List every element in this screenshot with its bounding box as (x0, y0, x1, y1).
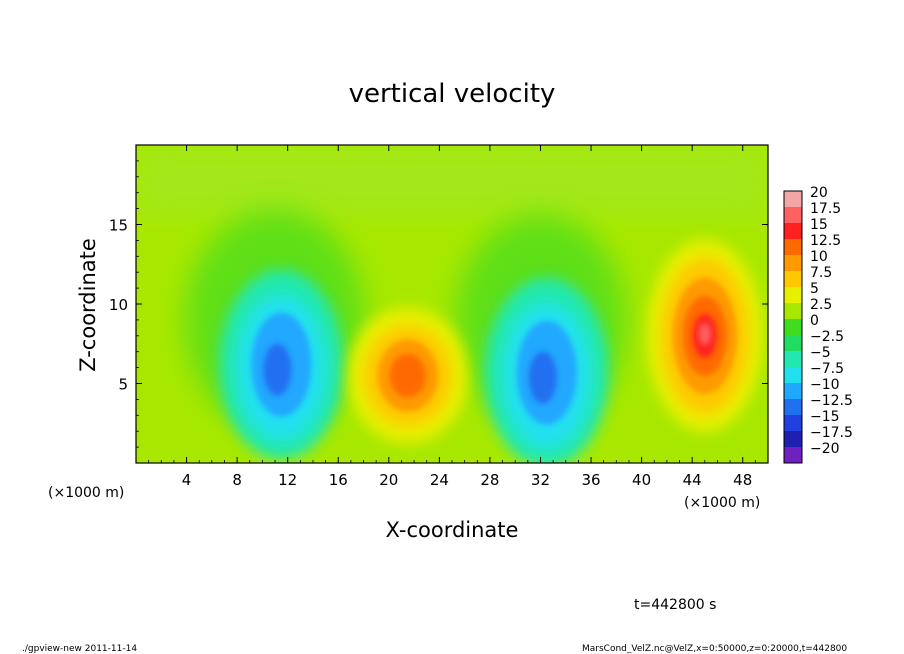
x-tick-label: 44 (683, 471, 702, 489)
contour-level (389, 353, 426, 398)
colorbar-label: −20 (810, 441, 840, 457)
colorbar-label: 17.5 (810, 201, 841, 217)
x-tick-label: 40 (632, 471, 651, 489)
feature-downdraft (219, 269, 344, 460)
colorbar-label: 12.5 (810, 233, 841, 249)
x-tick-label: 48 (733, 471, 752, 489)
y-axis: 5 10 15 (109, 160, 768, 448)
colorbar-cell (784, 303, 802, 320)
colorbar-cell (784, 271, 802, 288)
colorbar-label: 0 (810, 313, 819, 329)
y-tick-label: 10 (109, 296, 128, 314)
colorbar-label: 10 (810, 249, 828, 265)
x-tick-label: 8 (232, 471, 242, 489)
colorbar-label: 15 (810, 217, 828, 233)
colorbar-cell (784, 239, 802, 256)
colorbar-label: 7.5 (810, 265, 832, 281)
colorbar-cell (784, 335, 802, 352)
colorbar-cell (784, 255, 802, 272)
y-tick-label: 5 (118, 376, 128, 394)
y-tick-label: 15 (109, 217, 128, 235)
colorbar-frame (783, 190, 803, 464)
colorbar-label: −5 (810, 345, 831, 361)
time-label: t=442800 s (634, 597, 716, 613)
x-axis-label: X-coordinate (386, 518, 519, 542)
x-tick-label: 4 (182, 471, 192, 489)
colorbar-cell (784, 287, 802, 304)
x-axis: 4 8 12 16 20 24 28 32 36 40 44 48 (148, 145, 756, 489)
x-tick-label: 36 (581, 471, 600, 489)
colorbar-label: −10 (810, 377, 840, 393)
colorbar-label: −15 (810, 409, 840, 425)
colorbar-cell (784, 447, 802, 464)
y-axis-label: Z-coordinate (76, 238, 100, 372)
colorbar-cell (784, 383, 802, 400)
colorbar-label: 20 (810, 185, 828, 201)
colorbar-label: −2.5 (810, 329, 844, 345)
colorbar-label: −7.5 (810, 361, 844, 377)
x-unit-note-right: (×1000 m) (684, 495, 760, 511)
contour-level (528, 351, 557, 404)
colorbar-label: −12.5 (810, 393, 853, 409)
colorbar-cell (784, 319, 802, 336)
feature-updraft (646, 239, 763, 432)
x-tick-label: 32 (531, 471, 550, 489)
contour-level (263, 343, 292, 396)
colorbar-cell (784, 367, 802, 384)
x-tick-label: 28 (480, 471, 499, 489)
heatmap-field (136, 145, 768, 463)
x-tick-label: 24 (430, 471, 449, 489)
footer-left: ./gpview-new 2011-11-14 (22, 644, 137, 654)
colorbar-cell (784, 223, 802, 240)
contour-level (698, 322, 711, 345)
colorbar-cell (784, 191, 802, 208)
colorbar-label: 2.5 (810, 297, 832, 313)
chart-title: vertical velocity (349, 79, 556, 109)
x-tick-label: 16 (329, 471, 348, 489)
footer-right: MarsCond_VelZ.nc@VelZ,x=0:50000,z=0:2000… (582, 644, 847, 654)
colorbar-label: 5 (810, 281, 819, 297)
colorbar-cell (784, 399, 802, 416)
colorbar: 2017.51512.5107.552.50−2.5−5−7.5−10−12.5… (783, 185, 853, 464)
colorbar-cell (784, 431, 802, 448)
feature-updraft (347, 307, 468, 444)
upper-band (136, 145, 768, 215)
colorbar-cell (784, 415, 802, 432)
x-unit-note-left: (×1000 m) (48, 485, 124, 501)
x-tick-label: 20 (379, 471, 398, 489)
colorbar-cell (784, 351, 802, 368)
colorbar-label: −17.5 (810, 425, 853, 441)
x-tick-label: 12 (278, 471, 297, 489)
feature-downdraft (484, 277, 609, 463)
colorbar-cell (784, 207, 802, 224)
